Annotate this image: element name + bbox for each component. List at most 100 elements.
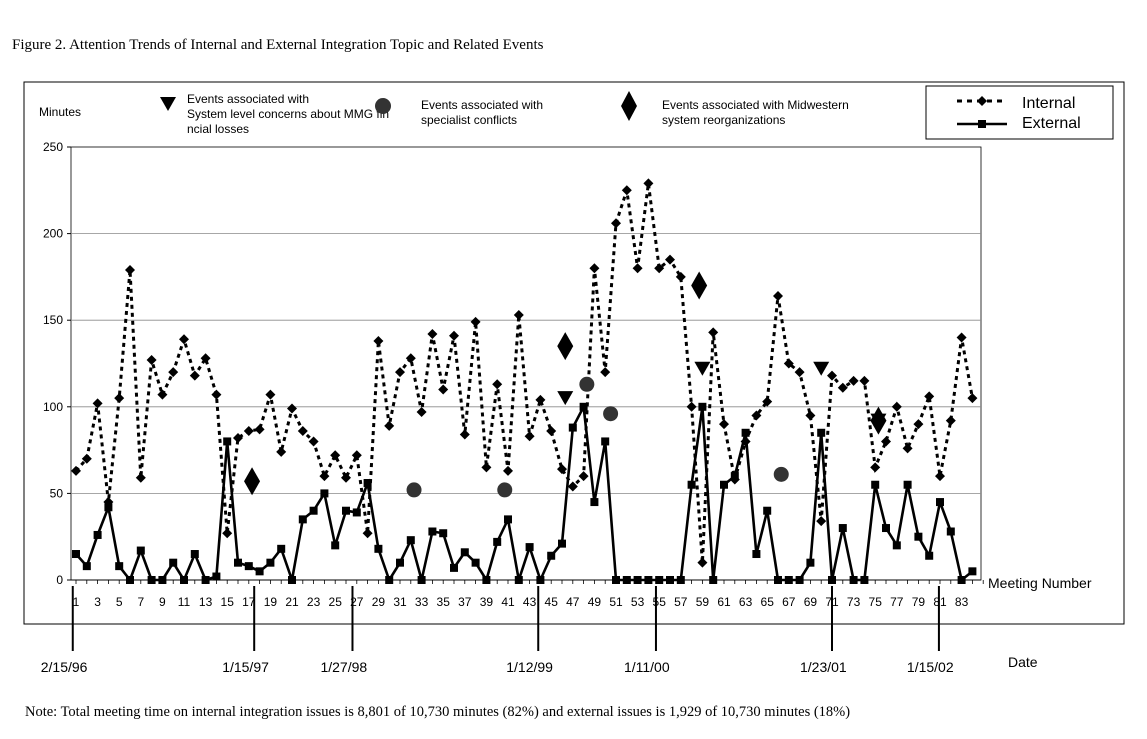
internal-point <box>135 472 146 483</box>
x-tick-label: 55 <box>653 595 667 609</box>
event-legend-triangle-label: System level concerns about MMG fin <box>187 107 389 121</box>
internal-point <box>233 432 243 443</box>
external-point <box>763 506 772 515</box>
series-legend-box <box>925 85 1114 140</box>
internal-point <box>805 410 816 421</box>
date-label: 2/15/96 <box>41 659 88 675</box>
x-tick-label: 65 <box>761 595 775 609</box>
internal-point <box>513 310 524 321</box>
external-point <box>774 576 782 584</box>
external-point <box>957 576 966 584</box>
y-tick-label: 0 <box>56 573 63 587</box>
external-point <box>914 532 923 541</box>
internal-point <box>276 446 287 457</box>
internal-point <box>611 218 621 229</box>
external-point <box>579 402 588 411</box>
x-tick-label: 51 <box>609 595 623 609</box>
x-tick-label: 13 <box>199 595 213 609</box>
external-point <box>709 576 718 584</box>
internal-point <box>859 375 870 386</box>
internal-point <box>319 471 330 482</box>
internal-point <box>254 424 265 435</box>
internal-point <box>373 335 384 346</box>
legend-internal-marker <box>977 96 987 106</box>
external-point <box>666 576 674 584</box>
internal-point <box>578 471 589 482</box>
internal-point <box>621 185 632 196</box>
external-point <box>158 576 167 584</box>
external-point <box>806 558 815 567</box>
external-point <box>741 428 750 437</box>
internal-point <box>200 353 211 364</box>
external-point <box>936 498 944 507</box>
internal-point <box>891 401 902 412</box>
internal-point <box>157 389 168 400</box>
internal-point <box>654 263 665 274</box>
internal-point <box>308 436 319 447</box>
external-point <box>795 576 804 584</box>
internal-point <box>492 379 503 390</box>
x-tick-label: 35 <box>437 595 451 609</box>
x-tick-label: 49 <box>588 595 602 609</box>
external-point <box>201 576 210 584</box>
internal-point <box>71 465 81 476</box>
x-tick-label: 21 <box>285 595 299 609</box>
external-point <box>223 437 232 446</box>
internal-point <box>92 398 103 409</box>
y-tick-label: 250 <box>43 140 63 154</box>
internal-point <box>189 370 200 381</box>
external-point <box>882 524 890 533</box>
internal-point <box>168 367 179 378</box>
x-tick-label: 75 <box>869 595 883 609</box>
external-point <box>374 544 383 553</box>
internal-point <box>114 393 125 404</box>
external-point <box>396 558 404 567</box>
x-tick-label: 15 <box>221 595 235 609</box>
x-tick-label: 63 <box>739 595 753 609</box>
internal-point <box>686 401 697 412</box>
date-label: 1/12/99 <box>506 659 553 675</box>
legend-triangle-icon <box>160 97 176 111</box>
internal-point <box>751 410 762 421</box>
event-legend-diamond-label: system reorganizations <box>662 113 785 127</box>
x-tick-label: 59 <box>696 595 710 609</box>
external-point <box>698 402 707 411</box>
internal-point <box>243 426 254 437</box>
event-legend-diamond-label: Events associated with Midwestern <box>662 98 849 112</box>
x-tick-label: 45 <box>545 595 559 609</box>
internal-point <box>794 367 805 378</box>
external-point <box>946 527 955 536</box>
external-point <box>612 576 620 584</box>
external-point <box>676 576 685 584</box>
external-point <box>136 546 145 555</box>
event-legend-triangle-label: Events associated with <box>187 92 309 106</box>
internal-point <box>762 396 773 407</box>
internal-point <box>924 391 935 402</box>
external-point <box>730 472 739 481</box>
external-point <box>190 550 199 559</box>
x-tick-label: 79 <box>912 595 926 609</box>
x-tick-label: 81 <box>933 595 947 609</box>
internal-point <box>870 462 881 473</box>
x-tick-label: 57 <box>674 595 688 609</box>
internal-point <box>935 471 945 482</box>
internal-point <box>665 254 675 265</box>
external-point <box>655 576 664 584</box>
x-tick-label: 1 <box>73 595 80 609</box>
external-series-line <box>75 405 974 582</box>
reorganization-event-marker <box>691 271 708 300</box>
legend-external-marker <box>978 120 986 128</box>
figure-note: Note: Total meeting time on internal int… <box>25 704 851 720</box>
internal-point <box>146 355 157 366</box>
event-legend-triangle-label: ncial losses <box>187 122 249 136</box>
external-point <box>417 576 426 584</box>
x-tick-label: 77 <box>890 595 904 609</box>
external-point <box>622 576 631 584</box>
internal-point <box>773 290 783 301</box>
internal-point <box>405 353 416 364</box>
external-point <box>838 524 847 533</box>
event-legend-circle-label: specialist conflicts <box>421 113 517 127</box>
internal-point <box>600 367 611 378</box>
external-point <box>331 541 340 550</box>
legend-external-label: External <box>1022 115 1081 132</box>
